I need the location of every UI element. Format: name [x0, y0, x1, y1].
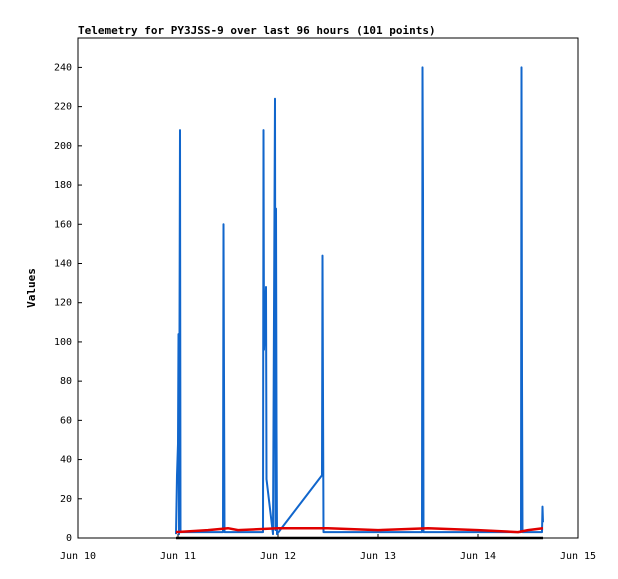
y-tick-label: 180 — [54, 180, 72, 191]
y-tick-label: 60 — [60, 415, 72, 426]
y-tick-label: 0 — [66, 533, 72, 544]
x-tick-label: Jun 12 — [260, 551, 296, 562]
y-tick-label: 120 — [54, 298, 72, 309]
series-line — [175, 66, 544, 536]
y-tick-label: 140 — [54, 258, 72, 269]
y-tick-label: 160 — [54, 219, 72, 230]
x-tick-label: Jun 11 — [160, 551, 196, 562]
y-axis-label: Values — [25, 268, 38, 308]
y-tick-label: 20 — [60, 494, 72, 505]
x-tick-label: Jun 15 — [560, 551, 596, 562]
y-tick-label: 40 — [60, 455, 72, 466]
x-tick-label: Jun 13 — [360, 551, 396, 562]
x-tick-label: Jun 10 — [60, 551, 96, 562]
y-tick-label: 80 — [60, 376, 72, 387]
series-line — [175, 526, 544, 534]
x-tick-label: Jun 14 — [460, 551, 496, 562]
chart-title: Telemetry for PY3JSS-9 over last 96 hour… — [78, 24, 436, 37]
plot-frame — [77, 37, 579, 539]
y-tick-label: 240 — [54, 62, 72, 73]
y-tick-label: 200 — [54, 141, 72, 152]
y-tick-label: 100 — [54, 337, 72, 348]
y-tick-label: 220 — [54, 102, 72, 113]
